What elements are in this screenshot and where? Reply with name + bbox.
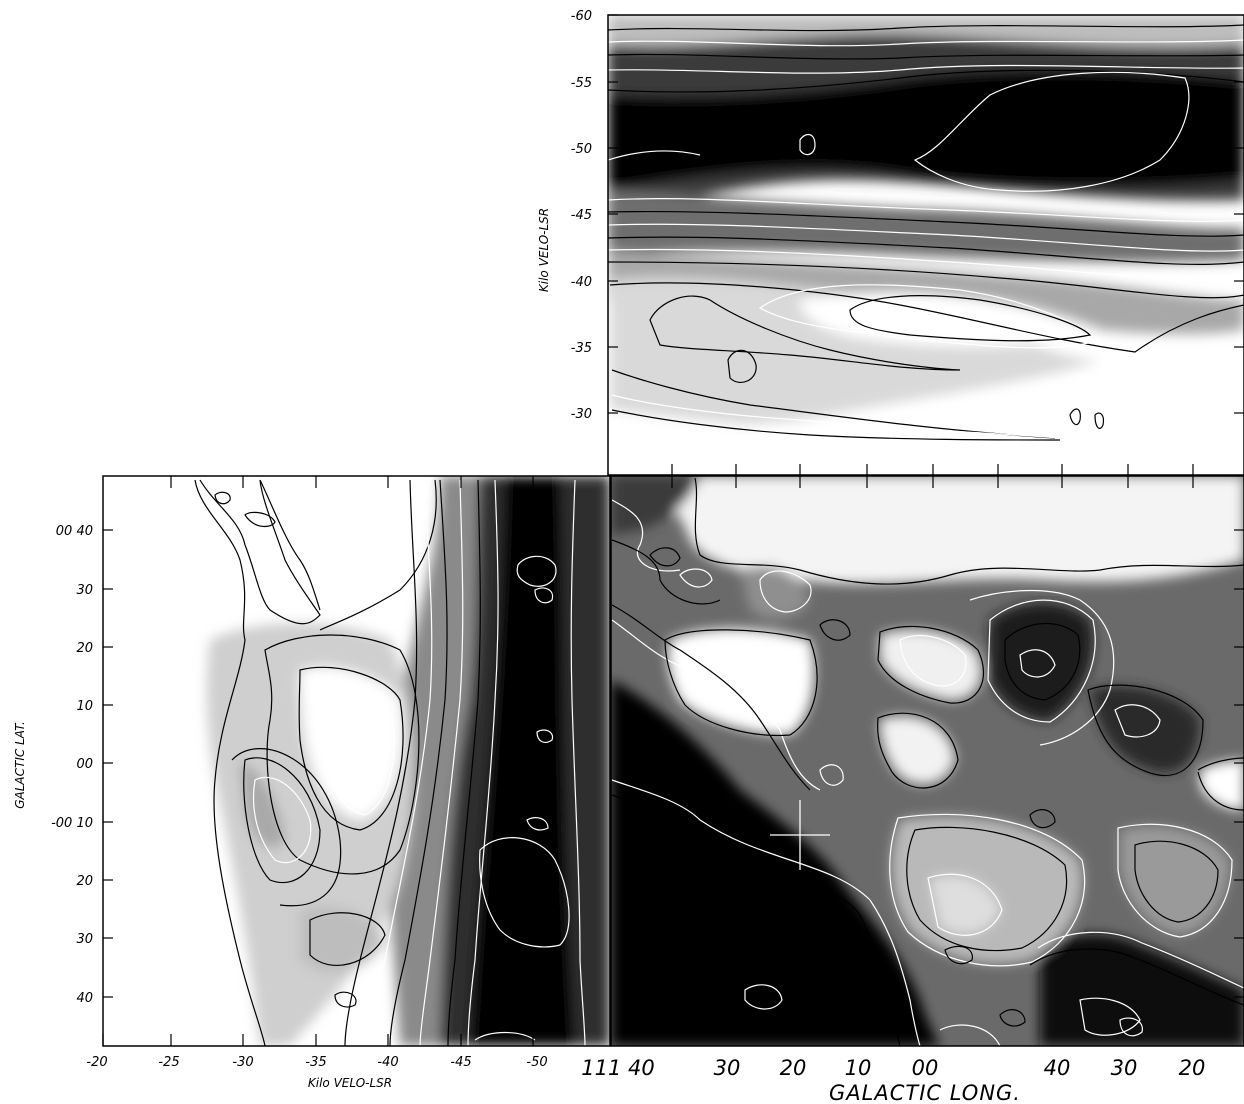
- vb-xlabel: Kilo VELO-LSR: [308, 1076, 392, 1090]
- lv-ytick-label: -30: [571, 407, 592, 422]
- vb-xtick-label: -30: [232, 1055, 253, 1070]
- vb-heatmap: [103, 476, 610, 1046]
- vb-xtick-label: -20: [86, 1055, 107, 1070]
- lb-xtick-label: 20: [780, 1056, 807, 1080]
- vb-ytick-label: 00 40: [56, 524, 93, 539]
- vb-xtick-label: -40: [377, 1055, 398, 1070]
- lv-ytick-label: -40: [571, 275, 592, 290]
- vb-ytick-label: 00: [76, 757, 93, 772]
- lb-xtick-label: 30: [714, 1056, 741, 1080]
- position-marker: [770, 800, 830, 870]
- lb-xtick-label: 20: [1179, 1056, 1206, 1080]
- vb-xtick-label: -50: [526, 1055, 547, 1070]
- vb-ytick-label: 30: [76, 932, 93, 947]
- lv-ylabel: Kilo VELO-LSR: [537, 208, 551, 292]
- lb-frame: [610, 475, 1244, 1047]
- vb-ytick-label: 20: [76, 641, 93, 656]
- lv-ytick-label: -60: [571, 9, 592, 24]
- vb-ylabel: GALACTIC LAT.: [13, 721, 27, 809]
- vb-ytick-label: 20: [76, 874, 93, 889]
- vb-ytick-label: -00 10: [51, 816, 93, 831]
- lv-frame: [607, 14, 1244, 476]
- lb-xtick-label: 40: [1044, 1056, 1071, 1080]
- lv-ytick-label: -35: [571, 341, 592, 356]
- lb-xtick-label: 00: [912, 1056, 939, 1080]
- lb-xtick-label: 111 40: [581, 1056, 654, 1080]
- lb-xtick-label: 30: [1111, 1056, 1138, 1080]
- vb-ytick-label: 30: [76, 583, 93, 598]
- lb-heatmap: [611, 476, 1244, 1046]
- lv-heatmap: [608, 15, 1244, 475]
- lb-xtick-label: 10: [845, 1056, 872, 1080]
- lv-ytick-label: -45: [571, 208, 592, 223]
- vb-ytick-label: 40: [76, 991, 93, 1006]
- vb-xtick-label: -45: [450, 1055, 471, 1070]
- vb-frame: [102, 475, 611, 1047]
- lv-ytick-label: -55: [571, 76, 592, 91]
- lb-panel: 111 40 30 20 10 00 40 30 20 GALACTIC LON…: [581, 464, 1244, 1104]
- lv-ytick-label: -50: [571, 142, 592, 157]
- vb-xtick-label: -25: [158, 1055, 179, 1070]
- vb-panel: -20 -25 -30 -35 -40 -45 -50 Kilo VELO-LS…: [13, 475, 611, 1090]
- lb-xlabel: GALACTIC LONG.: [829, 1081, 1021, 1104]
- vb-ytick-label: 10: [76, 699, 93, 714]
- lv-panel: -60 -55 -50 -45 -40 -35 -30 Kilo VELO-LS…: [537, 9, 1244, 476]
- vb-xtick-label: -35: [305, 1055, 326, 1070]
